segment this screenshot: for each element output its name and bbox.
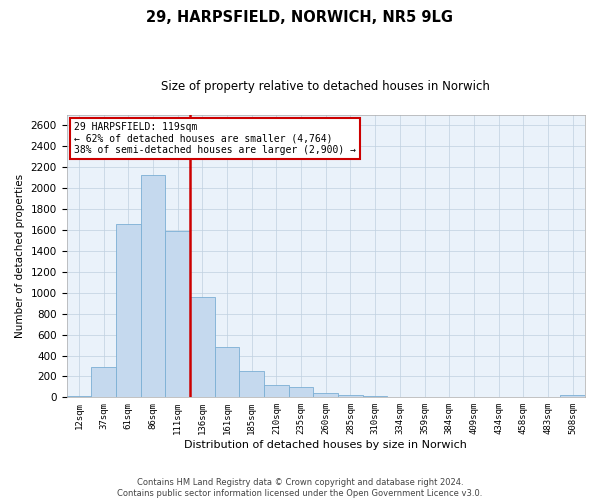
Bar	[289, 388, 313, 398]
Bar	[363, 396, 388, 398]
Bar	[140, 174, 165, 398]
Bar	[560, 395, 585, 398]
Bar	[239, 371, 264, 398]
Bar	[264, 385, 289, 398]
Text: 29, HARPSFIELD, NORWICH, NR5 9LG: 29, HARPSFIELD, NORWICH, NR5 9LG	[146, 10, 454, 25]
Bar	[338, 394, 363, 398]
Text: 29 HARPSFIELD: 119sqm
← 62% of detached houses are smaller (4,764)
38% of semi-d: 29 HARPSFIELD: 119sqm ← 62% of detached …	[74, 122, 356, 156]
Bar	[215, 347, 239, 398]
Title: Size of property relative to detached houses in Norwich: Size of property relative to detached ho…	[161, 80, 490, 93]
Text: Contains HM Land Registry data © Crown copyright and database right 2024.
Contai: Contains HM Land Registry data © Crown c…	[118, 478, 482, 498]
Bar	[313, 392, 338, 398]
X-axis label: Distribution of detached houses by size in Norwich: Distribution of detached houses by size …	[184, 440, 467, 450]
Bar	[190, 297, 215, 398]
Bar	[91, 367, 116, 398]
Bar	[116, 224, 140, 398]
Y-axis label: Number of detached properties: Number of detached properties	[15, 174, 25, 338]
Bar	[165, 231, 190, 398]
Bar	[67, 396, 91, 398]
